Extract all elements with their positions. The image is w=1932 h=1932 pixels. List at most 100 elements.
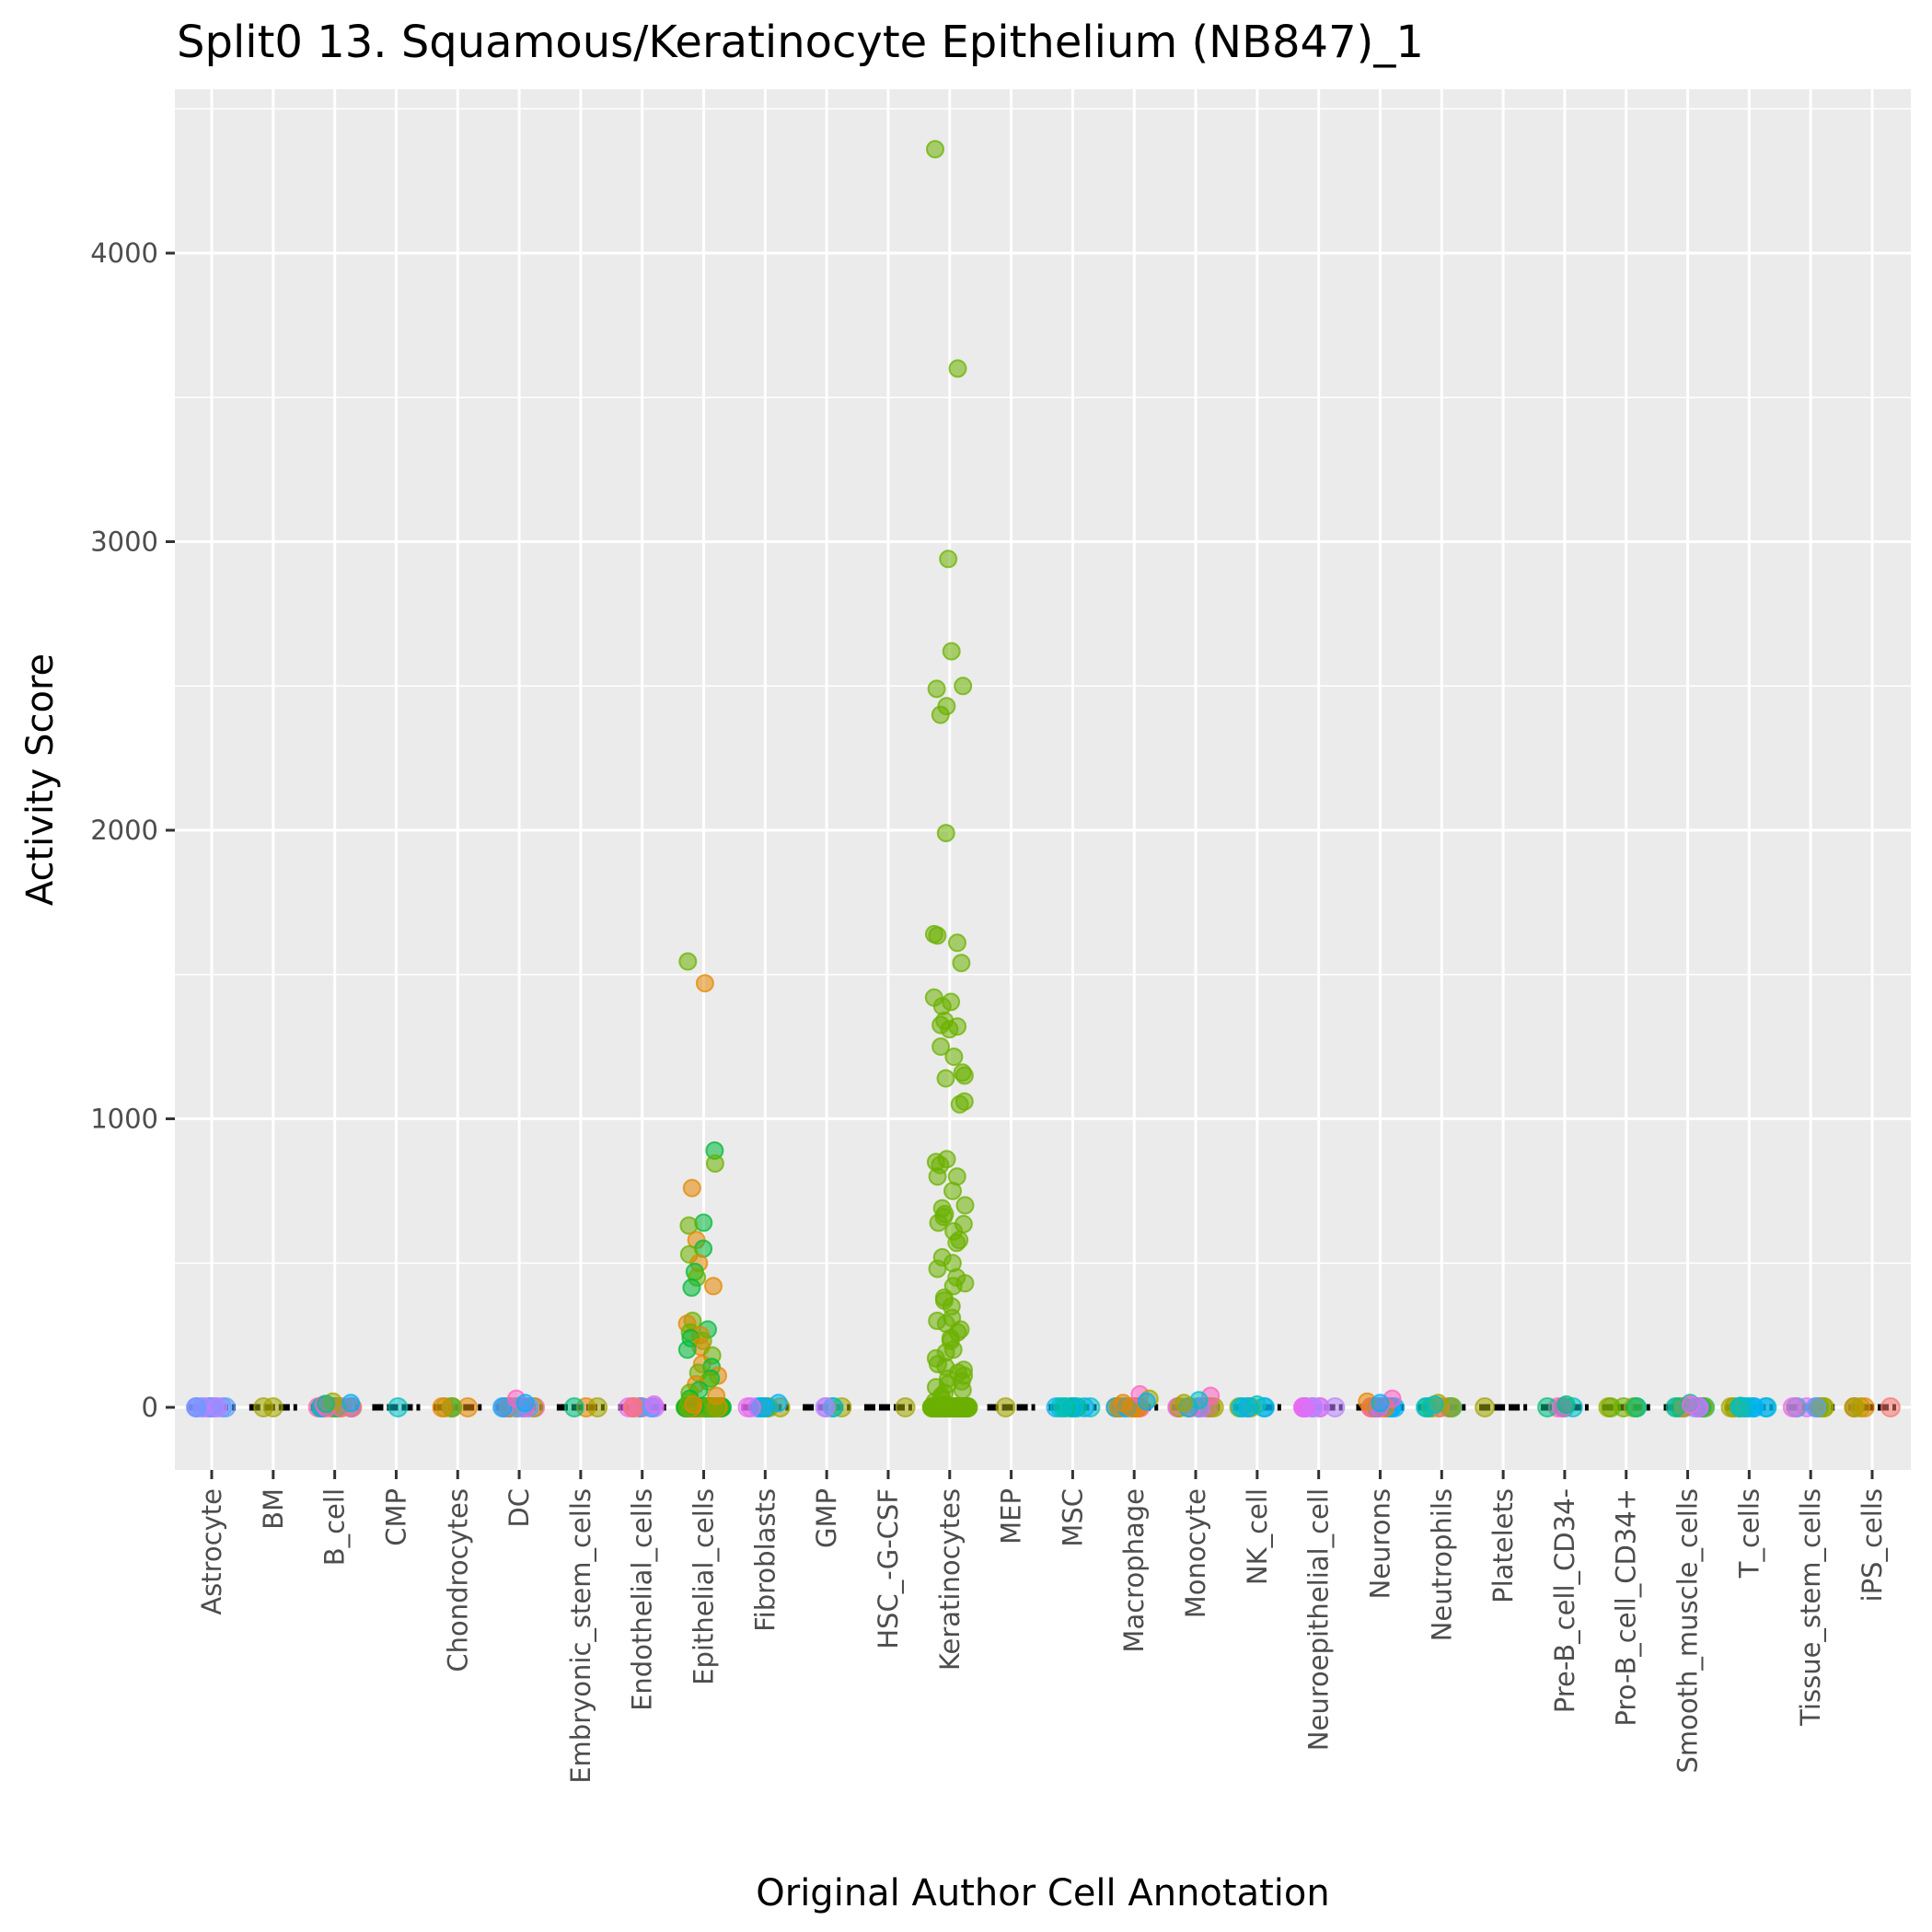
data-point	[942, 642, 961, 661]
x-tick-label: Epithelial_cells	[688, 1488, 720, 1685]
x-tick-label: Macrophage	[1118, 1488, 1150, 1653]
data-point	[253, 1397, 274, 1417]
data-point	[388, 1397, 409, 1417]
data-point	[1137, 1392, 1156, 1411]
x-tick-label: Chondrocytes	[442, 1488, 473, 1672]
x-tick-label: NK_cell	[1242, 1488, 1273, 1585]
data-point	[515, 1394, 535, 1413]
data-point	[1174, 1394, 1194, 1413]
data-point	[695, 974, 714, 993]
data-point	[928, 1259, 947, 1278]
data-point	[950, 1094, 969, 1114]
data-point	[926, 140, 944, 159]
x-tick-label: HSC_-G-CSF	[873, 1488, 904, 1649]
data-point	[954, 677, 973, 696]
data-point	[1053, 1397, 1074, 1417]
x-tick-label: BM	[258, 1488, 289, 1530]
data-point	[952, 954, 971, 973]
data-point	[769, 1394, 788, 1413]
data-point	[705, 1154, 724, 1174]
data-point	[1625, 1397, 1647, 1417]
data-point	[948, 933, 966, 953]
data-point	[928, 1167, 947, 1186]
x-tick-label: T_cells	[1733, 1488, 1764, 1579]
data-point	[563, 1397, 584, 1417]
data-point	[1114, 1394, 1133, 1413]
data-point	[1844, 1397, 1865, 1417]
x-tick-label: GMP	[811, 1488, 842, 1548]
gridlines	[175, 89, 1911, 1470]
data-point	[948, 359, 967, 378]
data-point	[1806, 1397, 1827, 1417]
x-tick-label: Keratinocytes	[934, 1488, 966, 1671]
x-tick-label: Embryonic_stem_cells	[565, 1488, 596, 1784]
data-point	[895, 1397, 916, 1417]
data-point	[682, 1178, 701, 1197]
data-point	[587, 1397, 608, 1417]
data-point	[995, 1397, 1016, 1417]
data-point	[936, 1069, 955, 1088]
data-point	[953, 1381, 972, 1400]
data-point	[815, 1397, 836, 1417]
data-point	[492, 1397, 513, 1417]
data-point	[1189, 1391, 1209, 1410]
x-tick-label: Neutrophils	[1426, 1488, 1457, 1641]
data-point	[432, 1397, 453, 1417]
y-axis: 0 1000 2000 3000 4000	[90, 237, 175, 1423]
data-point	[704, 1277, 723, 1296]
data-point	[929, 1213, 948, 1232]
data-point	[928, 926, 947, 945]
x-tick-label: Tissue_stem_cells	[1795, 1488, 1826, 1727]
x-tick-label: Pro-B_cell_CD34+	[1611, 1488, 1642, 1727]
data-point	[931, 1037, 951, 1057]
data-point	[644, 1394, 664, 1414]
data-point	[943, 1181, 962, 1200]
data-point	[707, 1386, 726, 1406]
data-point	[939, 550, 958, 569]
x-tick-label: MSC	[1057, 1488, 1088, 1547]
data-point	[341, 1394, 361, 1413]
y-tick-label: 0	[142, 1392, 158, 1423]
x-tick-label: B_cell	[319, 1488, 351, 1566]
data-point	[1293, 1397, 1314, 1417]
x-tick-label: iPS_cells	[1857, 1488, 1888, 1602]
data-point	[207, 1397, 228, 1417]
data-point	[1475, 1397, 1496, 1417]
data-point	[1601, 1397, 1622, 1417]
data-point	[947, 1233, 966, 1253]
data-point	[679, 1216, 699, 1235]
data-point	[684, 1394, 703, 1414]
x-tick-label: Endothelial_cells	[627, 1488, 658, 1711]
data-point	[935, 1394, 954, 1414]
data-point	[931, 705, 950, 724]
x-tick-label: Pre-B_cell_CD34-	[1549, 1488, 1580, 1713]
x-tick-label: DC	[503, 1488, 535, 1528]
plot-panel	[175, 89, 1911, 1470]
chart-title: Split0 13. Squamous/Keratinocyte Epithel…	[177, 17, 1424, 68]
x-tick-label: Smooth_muscle_cells	[1672, 1488, 1704, 1773]
data-point	[677, 1340, 697, 1359]
data-point	[1556, 1394, 1576, 1414]
data-point	[1755, 1397, 1776, 1417]
data-point	[954, 1066, 974, 1085]
data-point	[1880, 1397, 1901, 1417]
data-point	[1731, 1396, 1750, 1416]
x-tick-label: Astrocyte	[196, 1488, 227, 1615]
data-point	[1681, 1394, 1700, 1414]
data-point	[1325, 1397, 1346, 1417]
y-tick-label: 1000	[90, 1104, 158, 1135]
data-point	[1247, 1394, 1267, 1414]
y-tick-label: 3000	[90, 526, 158, 558]
data-point	[940, 1020, 959, 1039]
data-point	[682, 1278, 701, 1297]
data-point	[623, 1397, 644, 1417]
data-point	[944, 1047, 964, 1067]
data-point	[955, 1196, 975, 1215]
data-point	[741, 1397, 762, 1417]
x-tick-label: Neuroepithelial_cell	[1303, 1488, 1335, 1751]
y-tick-label: 2000	[90, 815, 158, 846]
x-tick-label: Neurons	[1364, 1488, 1395, 1599]
data-point	[927, 679, 946, 699]
data-point	[186, 1397, 207, 1417]
